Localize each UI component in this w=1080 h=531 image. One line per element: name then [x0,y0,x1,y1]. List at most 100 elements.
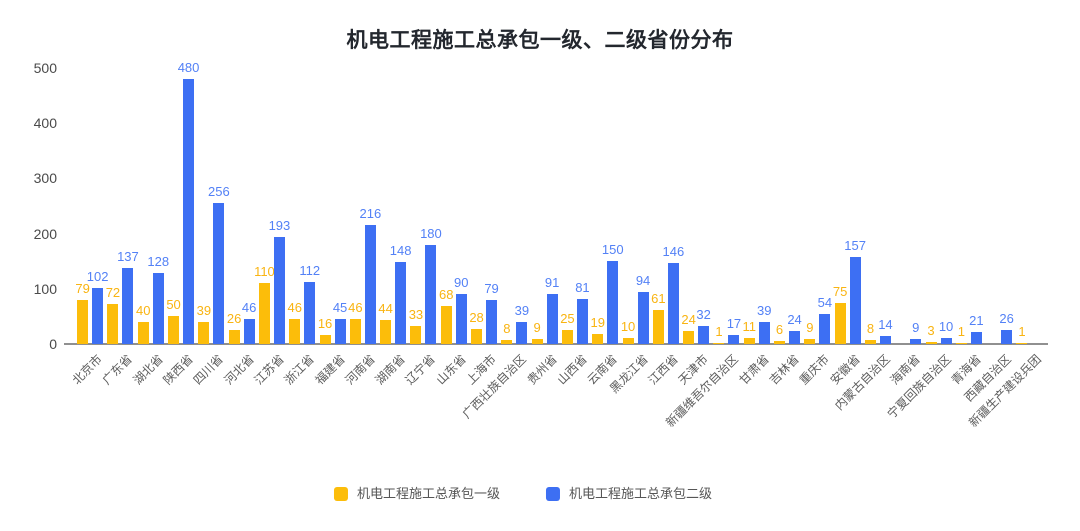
bar-level2[interactable] [92,288,104,344]
bar-level1[interactable] [561,330,573,344]
value-label-level2: 46 [241,300,257,315]
value-label-level1: 11 [742,319,757,334]
bar-level2[interactable] [273,237,285,344]
bar-level1[interactable] [834,303,846,344]
bar-level2[interactable] [970,332,982,344]
bar-level1[interactable] [410,326,422,344]
bar-level2[interactable] [304,282,316,344]
bar-level1[interactable] [864,340,876,344]
value-label-level2: 193 [268,218,291,233]
bar-level2[interactable] [546,294,558,344]
x-axis-label: 吉林省 [766,352,802,388]
bar-level1[interactable] [107,304,119,344]
bar-level2[interactable] [243,319,255,344]
bar-level2[interactable] [879,336,891,344]
legend-label: 机电工程施工总承包一级 [356,486,500,501]
bar-level2[interactable] [789,331,801,344]
value-label-level1: 44 [378,301,393,316]
bar-level1[interactable] [349,319,361,344]
value-label-level2: 146 [662,244,685,259]
value-label-level2: 128 [147,254,170,269]
bar-level1[interactable] [471,329,483,344]
value-label-level2: 17 [726,316,742,331]
value-label-level1: 46 [287,300,302,315]
bar-level2[interactable] [698,326,710,344]
bar-level1[interactable] [258,283,270,344]
value-label-level2: 10 [938,319,954,334]
value-label-level2: 256 [207,184,230,199]
x-axis-label: 江苏省 [251,352,287,388]
bar-level1[interactable] [440,306,452,344]
bar-level2[interactable] [576,299,588,344]
value-label-level1: 6 [775,322,784,337]
value-label-level1: 40 [136,303,151,318]
x-axis-label: 山东省 [433,352,469,388]
value-label-level1: 1 [1018,324,1026,339]
bar-level1[interactable] [77,300,89,344]
bar-level2[interactable] [910,339,922,344]
value-label-level1: 9 [533,320,541,335]
legend-item-level2[interactable]: 机电工程施工总承包二级 [546,486,712,502]
bar-level1[interactable] [955,343,967,344]
value-label-level1: 79 [75,281,90,296]
bar-level2[interactable] [395,262,407,344]
bar-level1[interactable] [683,331,695,344]
bar-level1[interactable] [198,322,210,344]
bar-level1[interactable] [531,339,543,344]
bar-level1[interactable] [380,320,392,344]
x-axis-label: 重庆市 [796,352,833,388]
legend-swatch-icon [546,487,560,501]
bar-level2[interactable] [122,268,134,344]
value-label-level1: 75 [832,284,848,299]
bar-level1[interactable] [592,334,604,344]
bar-level1[interactable] [925,342,937,344]
value-label-level1: 26 [226,311,242,326]
bar-level2[interactable] [637,292,649,344]
value-label-level1: 46 [348,300,363,315]
bar-level2[interactable] [152,273,164,344]
bar-level1[interactable] [713,343,725,344]
value-label-level1: 28 [469,310,484,325]
bar-level2[interactable] [364,225,376,344]
bar-level2[interactable] [758,322,770,344]
bar-level1[interactable] [228,330,240,344]
bar-level1[interactable] [652,310,664,344]
bar-level2[interactable] [334,319,346,344]
x-axis-label: 江西省 [645,352,681,388]
y-axis-tick-label: 400 [33,115,57,132]
bar-level1[interactable] [1016,343,1028,344]
bar-level2[interactable] [1001,330,1013,344]
bar-level2[interactable] [667,263,679,344]
legend-item-level1[interactable]: 机电工程施工总承包一级 [333,486,500,502]
value-label-level2: 79 [484,281,499,296]
value-label-level2: 21 [969,313,984,328]
bar-level2[interactable] [213,203,225,344]
bar-level2[interactable] [728,335,740,344]
bar-level1[interactable] [319,335,331,344]
bar-level2[interactable] [486,300,498,344]
bar-level1[interactable] [501,340,513,344]
bar-level1[interactable] [774,341,786,344]
value-label-level2: 9 [912,320,920,335]
chart-title: 机电工程施工总承包一级、二级省份分布 [346,29,734,52]
bar-level2[interactable] [183,79,195,344]
value-label-level2: 157 [844,238,866,253]
bar-level2[interactable] [607,261,619,344]
legend-swatch-icon [333,487,348,501]
bar-level1[interactable] [804,339,816,344]
bar-level1[interactable] [168,316,180,344]
value-label-level2: 94 [635,273,651,288]
bar-level1[interactable] [622,338,634,344]
bar-level2[interactable] [425,245,437,344]
x-axis-label: 陕西省 [160,352,196,388]
bar-level2[interactable] [819,314,831,344]
value-label-level1: 1 [715,324,723,339]
bar-level2[interactable] [940,338,952,344]
bar-level2[interactable] [849,257,861,344]
bar-level1[interactable] [137,322,149,344]
value-label-level2: 180 [420,226,442,241]
bar-level2[interactable] [455,294,467,344]
bar-level1[interactable] [289,319,301,344]
bar-level2[interactable] [516,322,528,344]
bar-level1[interactable] [743,338,755,344]
